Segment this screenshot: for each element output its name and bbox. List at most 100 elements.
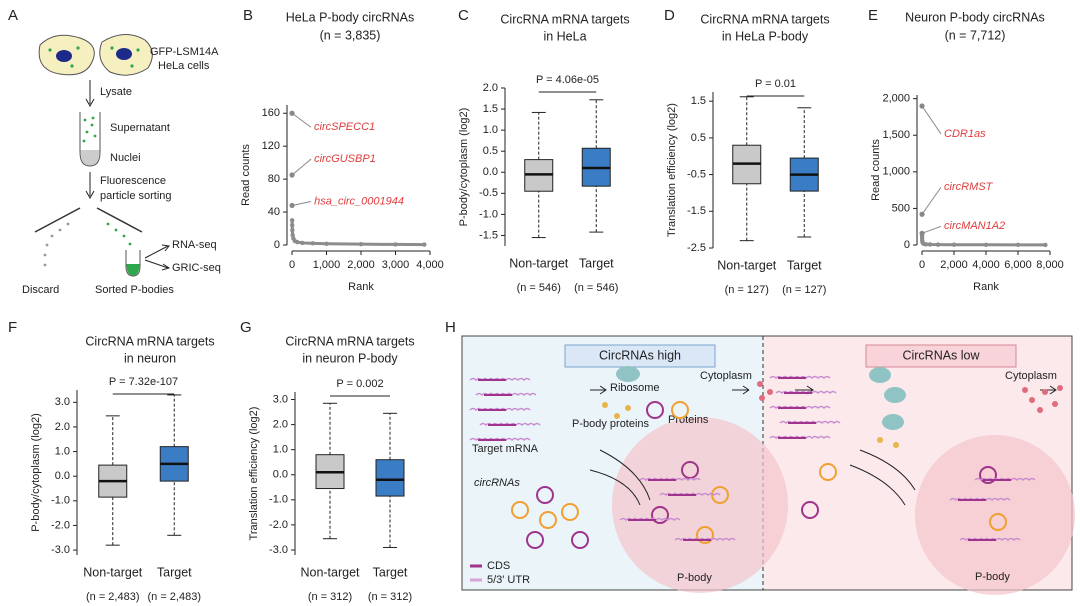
y-axis-label: P-body/cytoplasm (log2) [458,108,470,227]
highlight-point [919,103,925,109]
x-tick-label: Non-target [300,565,360,579]
highlight-point [289,172,295,178]
highlight-label: circRMST [944,181,994,193]
x-tick-label: 8,000 [1036,259,1064,271]
leader-line [921,105,942,135]
ribosome [882,414,904,430]
y-tick-label: -1.5 [479,229,498,241]
box [375,459,405,497]
point [294,239,300,245]
n-label: (n = 2,483) [86,591,140,603]
point [324,241,329,246]
y-tick-label: -3.0 [269,544,288,556]
point [923,242,929,247]
y-tick-label: 2,000 [882,93,910,105]
label: particle sorting [100,190,172,202]
y-tick-label: 0.0 [55,470,70,482]
x-tick-label: 4,000 [416,259,444,271]
leader-line [291,158,312,176]
x-tick-label: 3,000 [382,259,410,271]
granules [82,116,97,143]
chart-title: in HeLa P-body [722,29,809,43]
y-tick-label: -2.0 [269,519,288,531]
point [951,242,957,247]
x-axis-label: Rank [973,281,999,293]
label: Supernatant [110,122,170,134]
highlight-label: CDR1as [944,128,986,140]
chart-title: HeLa P-body circRNAs [286,10,415,24]
workflow: GFP-LSM14A HeLa cells Lysate Supernatant… [22,34,221,296]
y-axis-label: P-body/cytoplasm (log2) [30,413,42,532]
label: RNA-seq [172,239,217,251]
x-tick-label: Non-target [509,256,569,270]
ribosome [616,366,640,382]
point [393,242,398,247]
granules [48,46,140,68]
y-tick-label: 1.0 [55,445,70,457]
y-tick-label: -0.5 [479,187,498,199]
p-value: P = 7.32e-107 [109,376,178,388]
n-label: (n = 312) [368,591,412,603]
x-tick-label: 4,000 [972,259,1000,271]
point [983,242,989,247]
frame [461,335,1073,591]
y-tick-label: 40 [268,206,280,218]
arrow [589,449,916,506]
label: Cytoplasm [700,370,752,382]
model: CircRNAs high CircRNAs low Cytoplasm Cyt… [461,335,1075,595]
n-label: (n = 127) [782,284,826,296]
label: P-body [975,571,1010,583]
point [310,241,315,246]
point [422,242,427,247]
panel-label: G [240,319,252,336]
y-tick-label: 3.0 [55,396,70,408]
n-label: (n = 546) [517,282,561,294]
chart-title: in HeLa [543,29,586,43]
y-tick-label: 1.5 [691,95,706,107]
label: Sorted P-bodies [95,284,174,296]
y-axis-label: Read counts [240,144,252,206]
label: circRNAs [474,477,520,489]
arrowhead [161,244,171,271]
arrowhead [85,190,95,200]
x-tick-label: 2,000 [347,259,375,271]
y-tick-label: 1.0 [483,124,498,136]
chart-subtitle: (n = 3,835) [320,28,381,42]
y-tick-label: -1.5 [687,205,706,217]
arrowhead [599,385,1057,395]
panel-label: A [8,7,18,24]
discard-dots [43,222,70,267]
point [358,241,364,247]
panel-label: C [458,7,469,24]
panel-label: E [868,7,878,24]
point [289,218,295,223]
condition-title: CircRNAs low [902,348,980,362]
p-body-proteins [602,402,899,448]
legend-label: CDS [487,560,510,572]
x-tick-label: Target [787,258,822,272]
legend-label: 5/3′ UTR [487,574,530,586]
label: Discard [22,284,59,296]
y-tick-label: 80 [268,173,280,185]
chart-title: Neuron P-body circRNAs [905,10,1045,24]
label: GRIC-seq [172,262,221,274]
p-value: P = 0.002 [336,378,383,390]
pellet [80,150,100,166]
point [290,223,295,228]
panel-label: B [243,7,253,24]
y-tick-label: 2.0 [55,421,70,433]
p-value: P = 0.01 [755,78,796,90]
point [927,242,933,247]
chart-title: in neuron P-body [302,351,398,365]
y-tick-label: 0.5 [483,145,498,157]
x-tick-label: Non-target [83,565,143,579]
y-tick-label: 0.0 [483,166,498,178]
y-axis-label: Translation efficiency (log2) [248,407,260,541]
point [290,232,295,238]
rank-curve [920,236,1046,247]
chart-title: CircRNA mRNA targets [500,12,629,26]
chart-title: CircRNA mRNA targets [700,12,829,26]
x-tick-label: 1,000 [313,259,341,271]
label: Nuclei [110,152,141,164]
